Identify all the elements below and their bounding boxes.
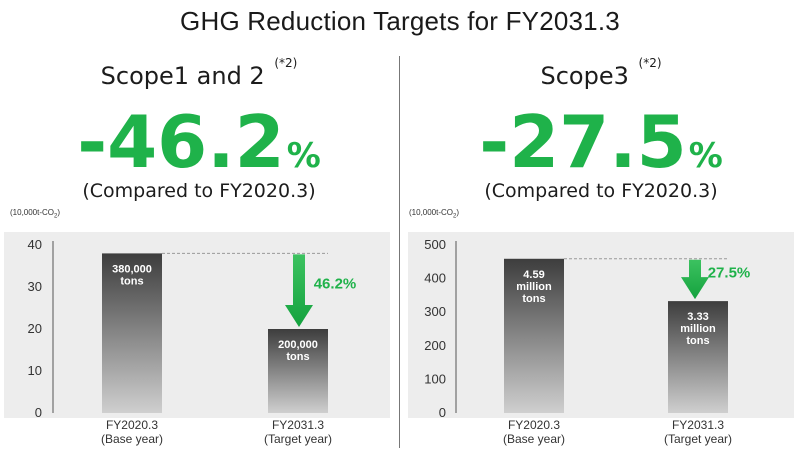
scope12-unit-sub: 2 <box>54 213 58 220</box>
scope3-plot-area <box>408 232 794 418</box>
scope3-comparison: (Compared to FY2020.3) <box>484 180 718 202</box>
scope12-heading: Scope1 and 2 (*2) <box>0 56 398 90</box>
scope12-reduction-value: -46.2 <box>77 100 285 184</box>
scope3-y-tick-label: 300 <box>424 304 446 319</box>
scope12-y-tick-label: 10 <box>28 363 42 378</box>
scope12-reduction-label: 46.2% <box>314 276 357 293</box>
scope3-title: Scope3 <box>540 62 629 90</box>
scope3-reduction-label: 27.5% <box>708 264 751 281</box>
scope3-bar-chart: 01002003004005004.59milliontonsFY2020.3(… <box>424 237 751 446</box>
scope3-bar-value-label: million <box>516 281 552 293</box>
scope3-unit-label: (10,000t-CO2) <box>409 208 459 220</box>
scope3-reduction: -27.5% <box>402 102 800 196</box>
scope12-y-tick-label: 20 <box>28 321 42 336</box>
scope3-note: (*2) <box>638 56 662 70</box>
scope12-reduction-unit: % <box>286 136 321 176</box>
scope12-comparison: (Compared to FY2020.3) <box>82 180 316 202</box>
scope3-bar-value-label: 4.59 <box>523 269 544 281</box>
page-title: GHG Reduction Targets for FY2031.3 <box>180 6 620 36</box>
scope3-reduction-value: -27.5 <box>479 100 687 184</box>
scope12-note: (*2) <box>274 56 298 70</box>
scope12-bar-value-label: tons <box>120 275 143 287</box>
scope12-bar-target-year <box>268 329 328 413</box>
scope12-bar-value-label: 200,000 <box>278 339 318 351</box>
scope12-title: Scope1 and 2 <box>100 62 265 90</box>
scope12-reduction-arrow-icon <box>285 254 313 327</box>
scope3-y-tick-label: 0 <box>439 405 446 420</box>
scope3-x-category-sublabel: (Target year) <box>664 432 732 446</box>
scope12-x-category-label: FY2020.3 <box>106 418 158 432</box>
scope12-y-tick-label: 0 <box>35 405 42 420</box>
scope3-x-category-label: FY2031.3 <box>672 418 724 432</box>
scope12-bar-base-year <box>102 253 162 413</box>
scope12-bar-value-label: tons <box>286 351 309 363</box>
scope3-bar-target-year <box>668 301 728 413</box>
scope3-unit-sub: 2 <box>453 213 457 220</box>
scope3-unit-suffix: ) <box>456 208 460 217</box>
scope3-bar-value-label: tons <box>522 293 545 305</box>
scope3-y-tick-label: 500 <box>424 237 446 252</box>
scope3-bar-value-label: 3.33 <box>687 311 708 323</box>
scope3-panel: Scope3 (*2) -27.5% (Compared to FY2020.3… <box>402 0 800 455</box>
scope12-bar-value-label: 380,000 <box>112 263 152 275</box>
scope3-y-tick-label: 200 <box>424 338 446 353</box>
panel-divider <box>399 56 400 448</box>
scope12-x-category-sublabel: (Base year) <box>101 432 163 446</box>
scope12-unit-prefix: (10,000t-CO <box>10 208 55 217</box>
scope3-bar-base-year <box>504 258 564 413</box>
scope3-reduction-unit: % <box>688 136 723 176</box>
scope12-reduction: -46.2% <box>0 102 398 196</box>
scope3-x-category-label: FY2020.3 <box>508 418 560 432</box>
scope12-x-category-label: FY2031.3 <box>272 418 324 432</box>
scope3-x-category-sublabel: (Base year) <box>503 432 565 446</box>
scope12-x-category-sublabel: (Target year) <box>264 432 332 446</box>
scope3-y-tick-label: 400 <box>424 271 446 286</box>
scope3-bar-value-label: tons <box>686 335 709 347</box>
scope3-bar-value-label: million <box>680 323 716 335</box>
scope3-heading: Scope3 (*2) <box>402 56 800 90</box>
scope3-unit-prefix: (10,000t-CO <box>409 208 454 217</box>
scope12-unit-label: (10,000t-CO2) <box>10 208 60 220</box>
scope12-y-tick-label: 40 <box>28 237 42 252</box>
scope3-reduction-arrow-icon <box>681 259 709 300</box>
scope12-y-tick-label: 30 <box>28 279 42 294</box>
scope12-panel: Scope1 and 2 (*2) -46.2% (Compared to FY… <box>0 0 398 455</box>
scope3-y-tick-label: 100 <box>424 371 446 386</box>
scope12-unit-suffix: ) <box>57 208 61 217</box>
